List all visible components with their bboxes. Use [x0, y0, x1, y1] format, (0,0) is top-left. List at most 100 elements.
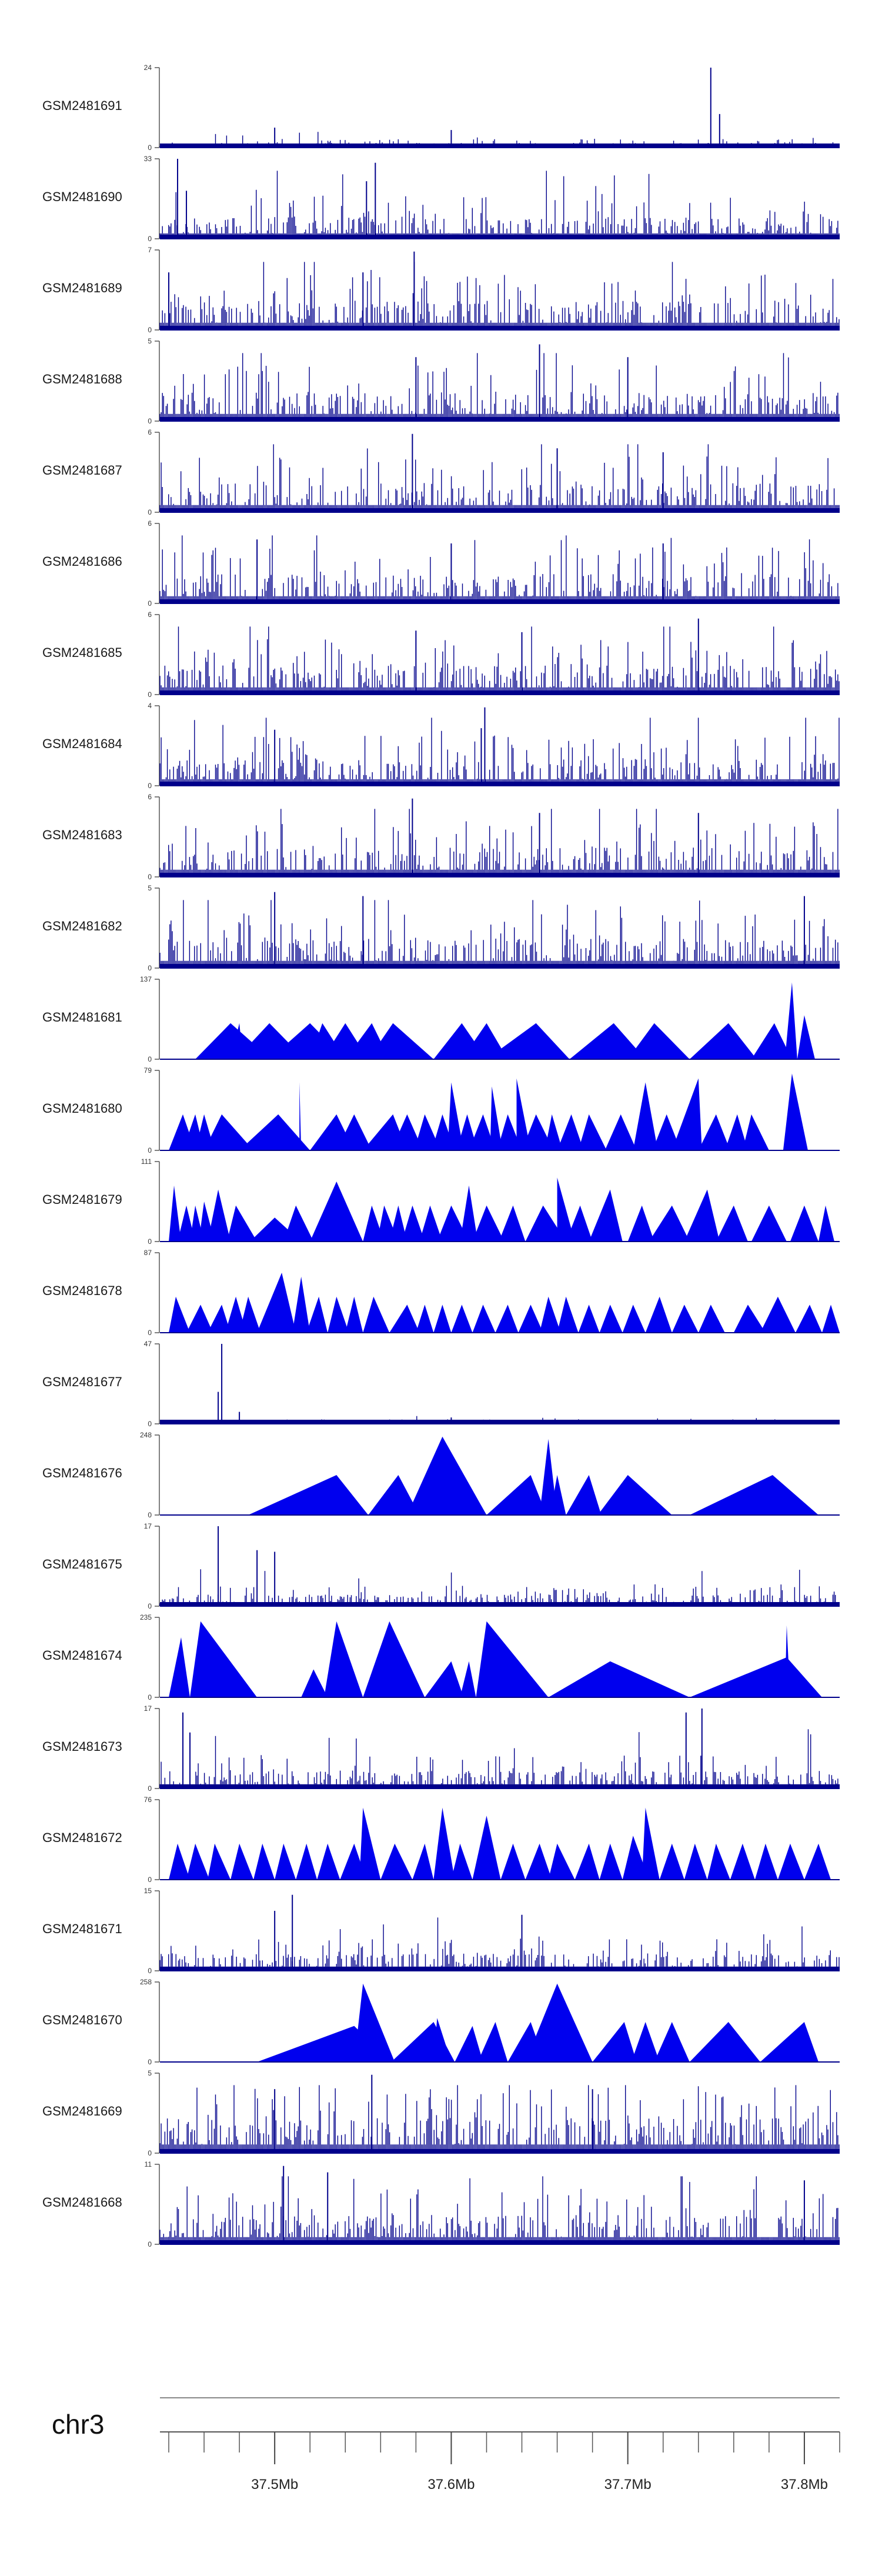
- track-GSM2481671: GSM2481671 15 0: [42, 1887, 840, 1975]
- peak-1: [354, 1983, 395, 2062]
- y-min-label: 0: [148, 2058, 152, 2066]
- peak-11: [389, 1304, 420, 1333]
- peak-12: [447, 1082, 464, 1150]
- coverage-bars: [159, 353, 840, 421]
- peak-11: [412, 1843, 434, 1880]
- track-label: GSM2481677: [42, 1374, 122, 1389]
- track-label: GSM2481678: [42, 1283, 122, 1298]
- peak-16: [495, 1304, 519, 1333]
- y-max-label: 17: [144, 1704, 152, 1713]
- peak-28: [795, 1304, 822, 1333]
- peak-7: [283, 1205, 314, 1242]
- coverage-floor: [160, 690, 840, 695]
- peak-19: [599, 1843, 623, 1880]
- peak-5: [275, 1843, 296, 1880]
- peak-15: [472, 1304, 496, 1333]
- peak-10: [784, 1625, 790, 1697]
- peak-10: [380, 1843, 413, 1880]
- y-max-label: 15: [144, 1887, 152, 1895]
- peak-1: [186, 1843, 210, 1880]
- peak-17: [548, 1843, 575, 1880]
- peak-28: [818, 1205, 834, 1242]
- peak-21: [589, 1189, 623, 1242]
- peak-2: [301, 1669, 328, 1697]
- peak-9: [391, 1114, 423, 1150]
- track-GSM2481688: GSM2481688 5 0: [42, 337, 840, 425]
- track-GSM2481686: GSM2481686 6 0: [42, 519, 840, 608]
- peak-6: [566, 1475, 602, 1515]
- y-min-label: 0: [148, 326, 152, 334]
- peak-14: [751, 1023, 792, 1059]
- y-min-label: 0: [148, 873, 152, 881]
- peak-12: [402, 1205, 425, 1242]
- coverage-floor: [160, 144, 840, 148]
- peak-11: [569, 1023, 646, 1059]
- peak-7: [336, 1114, 372, 1150]
- track-GSM2481687: GSM2481687 6 0: [42, 428, 840, 516]
- y-max-label: 24: [144, 64, 152, 72]
- peak-13: [456, 1114, 478, 1150]
- peak-13: [689, 1023, 757, 1059]
- track-label: GSM2481690: [42, 189, 122, 204]
- track-GSM2481682: GSM2481682 5 0: [42, 884, 840, 972]
- peak-26: [751, 1205, 787, 1242]
- peak-18: [522, 1114, 554, 1150]
- track-label: GSM2481674: [42, 1648, 122, 1663]
- coverage-floor: [160, 1967, 840, 1971]
- track-label: GSM2481680: [42, 1101, 122, 1116]
- peak-22: [604, 1114, 637, 1150]
- peak-1: [178, 1205, 196, 1242]
- y-max-label: 6: [148, 519, 152, 528]
- peak-6: [292, 1276, 310, 1333]
- track-GSM2481680: GSM2481680 79 0: [42, 1066, 840, 1154]
- y-max-label: 5: [148, 337, 152, 345]
- peak-9: [462, 1023, 508, 1059]
- peak-7: [317, 1843, 340, 1880]
- y-max-label: 111: [141, 1157, 152, 1166]
- peak-7: [525, 1983, 593, 2062]
- track-GSM2481676: GSM2481676 248 0: [42, 1431, 840, 1519]
- y-max-label: 11: [145, 2160, 152, 2168]
- peak-14: [469, 1114, 496, 1150]
- peak-1: [368, 1475, 420, 1515]
- track-label: GSM2481672: [42, 1830, 122, 1845]
- x-tick-label: 37.5Mb: [251, 2477, 298, 2492]
- y-min-label: 0: [148, 1693, 152, 1701]
- peak-10: [654, 2022, 690, 2062]
- track-label: GSM2481687: [42, 463, 122, 478]
- y-min-label: 0: [148, 1784, 152, 1793]
- coverage-bars: [159, 535, 840, 603]
- y-max-label: 5: [148, 2069, 152, 2077]
- peak-8: [548, 1661, 690, 1697]
- y-max-label: 76: [144, 1796, 152, 1804]
- y-min-label: 0: [148, 508, 152, 516]
- track-GSM2481684: GSM2481684 4 0: [42, 702, 840, 790]
- peak-8: [310, 1182, 363, 1242]
- peak-4: [239, 1296, 261, 1333]
- peak-12: [627, 1023, 690, 1059]
- coverage-bars: [159, 1729, 840, 1788]
- peak-1: [190, 1621, 258, 1697]
- peak-25: [730, 1843, 755, 1880]
- peak-2: [208, 1843, 231, 1880]
- peak-15: [490, 1086, 503, 1150]
- track-stack: GSM2481691240GSM2481690330GSM248168970GS…: [42, 64, 840, 2248]
- coverage-floor: [160, 599, 840, 603]
- peak-19: [557, 1296, 579, 1333]
- peak-6: [460, 1661, 476, 1697]
- x-tick-label: 37.7Mb: [604, 2477, 652, 2492]
- y-max-label: 79: [144, 1066, 152, 1075]
- peak-3: [324, 1621, 363, 1697]
- peak-27: [777, 1843, 804, 1880]
- y-min-label: 0: [148, 1420, 152, 1428]
- peak-17: [518, 1304, 543, 1333]
- peak-7: [476, 1621, 549, 1697]
- peak-2: [208, 1304, 231, 1333]
- peak-27: [790, 1205, 818, 1242]
- peak-0: [248, 1475, 369, 1515]
- y-min-label: 0: [148, 690, 152, 699]
- peak-25: [698, 1304, 725, 1333]
- peak-13: [433, 1304, 452, 1333]
- coverage-floor: [160, 873, 840, 877]
- y-min-label: 0: [148, 1237, 152, 1246]
